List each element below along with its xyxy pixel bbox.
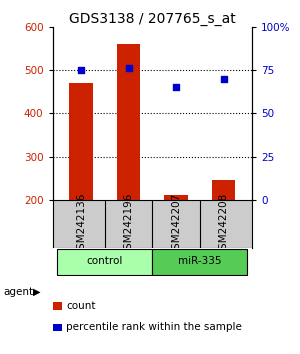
Text: GSM242196: GSM242196 [124,192,134,256]
Text: agent: agent [3,287,33,297]
Bar [57,249,152,275]
Point [79,67,83,73]
Text: ▶: ▶ [33,287,40,297]
Text: GSM242136: GSM242136 [76,192,86,256]
Text: miR-335: miR-335 [178,256,221,266]
Bar [117,44,140,200]
Title: GDS3138 / 207765_s_at: GDS3138 / 207765_s_at [69,12,236,25]
Text: control: control [87,256,123,266]
Text: percentile rank within the sample: percentile rank within the sample [66,322,242,332]
Bar [152,249,247,275]
Bar [164,195,188,200]
Point [174,85,178,90]
Text: count: count [66,301,95,311]
Point [221,76,226,81]
Bar [69,83,93,200]
Bar [212,180,236,200]
Point [126,65,131,71]
Text: GSM242208: GSM242208 [218,192,229,256]
Text: GSM242207: GSM242207 [171,192,181,256]
